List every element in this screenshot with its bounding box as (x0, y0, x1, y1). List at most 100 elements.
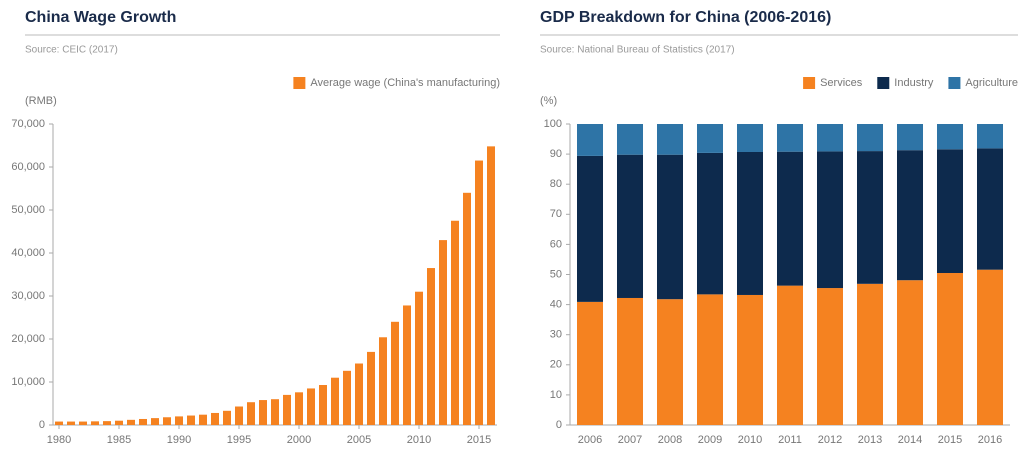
legend-label: Average wage (China's manufacturing) (310, 77, 500, 89)
y-tick-label: 100 (544, 118, 562, 130)
bar (127, 419, 135, 425)
y-tick-label: 20 (550, 359, 562, 371)
bar-segment (857, 151, 883, 284)
x-tick-label: 2010 (407, 434, 431, 446)
y-tick-label: 30,000 (11, 290, 45, 302)
bar (391, 321, 399, 425)
bar-segment (697, 124, 723, 153)
bar (319, 385, 327, 425)
bar (271, 399, 279, 425)
bar-segment (737, 294, 763, 425)
bar (451, 220, 459, 425)
y-tick-label: 60 (550, 238, 562, 250)
bar-segment (657, 124, 683, 155)
bar-segment (777, 285, 803, 425)
bar-segment (777, 124, 803, 152)
bar-segment (977, 269, 1003, 425)
bar-segment (577, 124, 603, 156)
source: Source: CEIC (2017) (25, 45, 118, 56)
legend-swatch (948, 77, 961, 89)
bar (187, 415, 195, 425)
bar (295, 392, 303, 425)
source: Source: National Bureau of Statistics (2… (540, 45, 735, 56)
x-tick-label: 2011 (778, 434, 802, 446)
x-tick-label: 1990 (167, 434, 191, 446)
y-tick-label: 40 (550, 299, 562, 311)
bar (175, 416, 183, 425)
chart-title: China Wage Growth (25, 9, 176, 26)
y-tick-label: 90 (550, 148, 562, 160)
y-tick-label: 30 (550, 329, 562, 341)
legend-swatch (803, 77, 816, 89)
bar-segment (577, 301, 603, 425)
x-tick-label: 2006 (578, 434, 602, 446)
x-tick-label: 2012 (818, 434, 842, 446)
y-tick-label: 50 (550, 268, 562, 280)
bar (115, 420, 123, 425)
chart-title: GDP Breakdown for China (2006-2016) (540, 9, 831, 26)
bar (355, 363, 363, 425)
x-tick-label: 1980 (47, 434, 71, 446)
y-tick-label: 0 (39, 419, 45, 431)
bar (307, 388, 315, 425)
bar-segment (617, 124, 643, 155)
bar-segment (657, 154, 683, 300)
bar (223, 410, 231, 425)
x-tick-label: 2014 (898, 434, 922, 446)
bar-segment (897, 124, 923, 151)
bar-segment (977, 124, 1003, 149)
bar (79, 421, 87, 425)
y-tick-label: 80 (550, 178, 562, 190)
bar-segment (977, 148, 1003, 270)
bar (235, 406, 243, 425)
bar-segment (817, 124, 843, 152)
bar (367, 351, 375, 425)
bar-segment (857, 283, 883, 425)
bar (343, 370, 351, 425)
bar (247, 402, 255, 425)
y-tick-label: 50,000 (11, 204, 45, 216)
bar-segment (897, 280, 923, 425)
x-tick-label: 2008 (658, 434, 682, 446)
legend-label: Services (820, 77, 863, 89)
x-tick-label: 1995 (227, 434, 251, 446)
bar (475, 160, 483, 426)
bar-segment (937, 149, 963, 273)
x-tick-label: 2005 (347, 434, 371, 446)
bar-segment (697, 152, 723, 295)
x-tick-label: 2010 (738, 434, 762, 446)
x-tick-label: 1985 (107, 434, 131, 446)
bar (55, 421, 63, 425)
legend-label: Industry (894, 77, 934, 89)
y-tick-label: 40,000 (11, 247, 45, 259)
bar-segment (937, 272, 963, 425)
bar (103, 421, 111, 425)
x-tick-label: 2015 (938, 434, 962, 446)
x-tick-label: 2016 (978, 434, 1002, 446)
bar (487, 146, 495, 426)
bar (259, 400, 267, 425)
bar (211, 412, 219, 425)
legend-swatch (877, 77, 890, 89)
bar (427, 268, 435, 425)
bar-segment (817, 288, 843, 425)
bar (379, 337, 387, 425)
bar (415, 291, 423, 425)
y-tick-label: 0 (556, 419, 562, 431)
bar-segment (737, 124, 763, 152)
bar (463, 192, 471, 425)
x-tick-label: 2007 (618, 434, 642, 446)
bar-segment (937, 124, 963, 150)
y-axis-label: (%) (540, 95, 557, 107)
y-tick-label: 60,000 (11, 161, 45, 173)
bar (151, 418, 159, 425)
bar-segment (617, 297, 643, 425)
bar (331, 377, 339, 425)
bar-segment (817, 151, 843, 289)
x-tick-label: 2000 (287, 434, 311, 446)
y-tick-label: 20,000 (11, 333, 45, 345)
bar (403, 305, 411, 425)
bar-segment (777, 151, 803, 286)
bar-segment (577, 155, 603, 302)
